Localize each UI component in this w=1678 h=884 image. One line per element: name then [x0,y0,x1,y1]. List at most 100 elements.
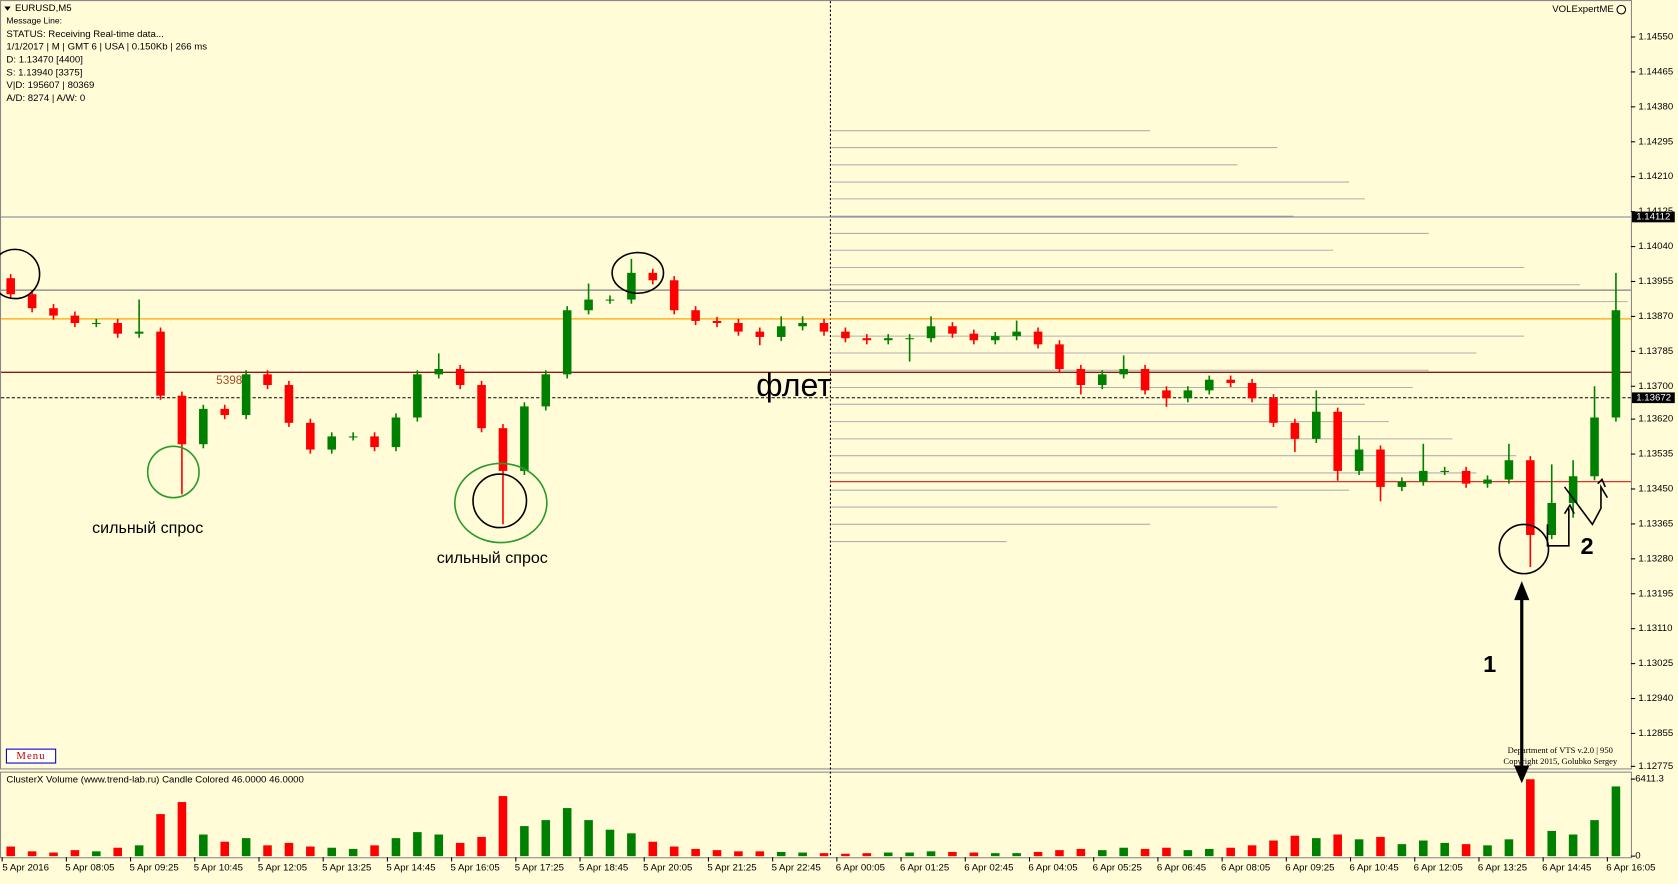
volume-bar [434,834,444,857]
y-tick-label: 1.13450 [1638,484,1673,495]
candle-body [1312,411,1321,439]
candle-body [584,299,593,311]
x-tick-label: 5 Apr 22:45 [772,862,821,873]
volume-bar [134,845,144,857]
volume-bar [734,851,743,857]
candle-body [434,369,444,375]
candle-body [669,280,679,311]
volume-bar [776,851,786,857]
candle-body [1397,481,1407,487]
y-tick-label: 1.13025 [1638,658,1673,669]
candle-body [306,422,315,450]
circle-mark [0,248,41,300]
candle-body [1204,379,1214,391]
x-tick-label: 6 Apr 16:05 [1606,862,1655,873]
volume-bar [1140,848,1150,857]
x-tick-label: 5 Apr 21:25 [707,862,756,873]
candle-body [177,395,187,445]
x-tick-label: 6 Apr 01:25 [900,862,949,873]
candle-body [712,320,722,323]
candle-body [1076,369,1086,386]
candle-body [6,278,15,295]
volume-bar [883,852,893,857]
volume-bar [1526,779,1535,857]
volume-bar [263,845,272,857]
dropdown-icon[interactable] [4,6,11,11]
candle-body [1504,460,1514,480]
candle-body [220,408,230,416]
volume-bar [1012,853,1021,857]
volume-bar [1590,820,1599,857]
volume-bar [6,846,15,857]
candle-body [348,436,358,438]
y-tick-label: 1.14040 [1638,241,1673,252]
candle-body [691,310,700,321]
x-tick-label: 6 Apr 04:05 [1028,862,1077,873]
candle-body [905,338,914,340]
y-tick-label: 1.13280 [1638,553,1673,564]
candle-body [1012,331,1021,337]
volume-bar [391,838,401,857]
candle-body [1354,449,1364,471]
volume-bar [306,846,315,857]
x-tick-label: 5 Apr 08:05 [65,862,114,873]
annotation: 1 [1483,651,1496,677]
y-tick-label: 1.12940 [1638,693,1673,704]
candle-body [370,436,379,448]
volume-bar [1547,830,1557,857]
info-line: D: 1.13470 [4400] [6,55,83,66]
volume-bar [969,852,979,857]
volume-bar [1097,850,1107,857]
candle-body [990,336,1000,341]
candle-body [734,322,743,332]
candle-body [70,315,80,323]
y-tick-label: 1.13195 [1638,588,1673,599]
volume-bar [691,848,700,857]
candle-body [199,408,208,445]
menu-label[interactable]: Menu [16,750,45,762]
volume-bar [948,851,957,857]
arrow-head [1514,765,1530,784]
annotation: сильный спрос [92,519,203,537]
volume-bar [627,833,636,857]
volume-bar [819,853,829,857]
volume-bar [1247,845,1257,857]
y-tick-label: 1.14210 [1638,171,1673,182]
symbol-title: EURUSD,M5 [15,3,72,14]
volume-bar [1354,839,1364,857]
candle-body [49,308,58,316]
circle-mark [611,251,665,295]
volume-bar [455,842,465,857]
candle-body [1483,479,1492,484]
volume-tick-label: 6411.3 [1635,774,1664,785]
x-tick-label: 6 Apr 02:45 [964,862,1013,873]
y-tick-label: 1.14380 [1638,101,1673,112]
volume-bar [1290,835,1300,857]
candle-body [1290,422,1300,439]
candle-body [819,322,829,332]
back-layer [1,130,1631,543]
candle-body [284,385,294,423]
candle-body [1590,417,1599,477]
x-tick-label: 5 Apr 12:05 [258,862,307,873]
volume-bar [584,820,593,857]
menu-button[interactable] [5,748,57,764]
candle-body [1440,470,1449,472]
price-tag [1631,392,1675,404]
y-tick-label: 1.14465 [1638,66,1673,77]
candle-body [862,338,872,341]
indicator-icon[interactable] [1616,4,1627,15]
volume-bar [905,852,914,857]
volume-bar [477,836,486,857]
candle-body [948,326,957,334]
x-tick-label: 6 Apr 14:45 [1542,862,1591,873]
candle-body [798,322,807,327]
candle-body [776,326,786,337]
volume-bar [1440,842,1449,857]
volume-bar [1183,850,1193,857]
x-tick-label: 5 Apr 20:05 [643,862,692,873]
credit: Department of VTS v.2.0 | 950 [1508,745,1613,755]
volume-panel [0,771,1632,859]
candle-body [241,374,251,416]
